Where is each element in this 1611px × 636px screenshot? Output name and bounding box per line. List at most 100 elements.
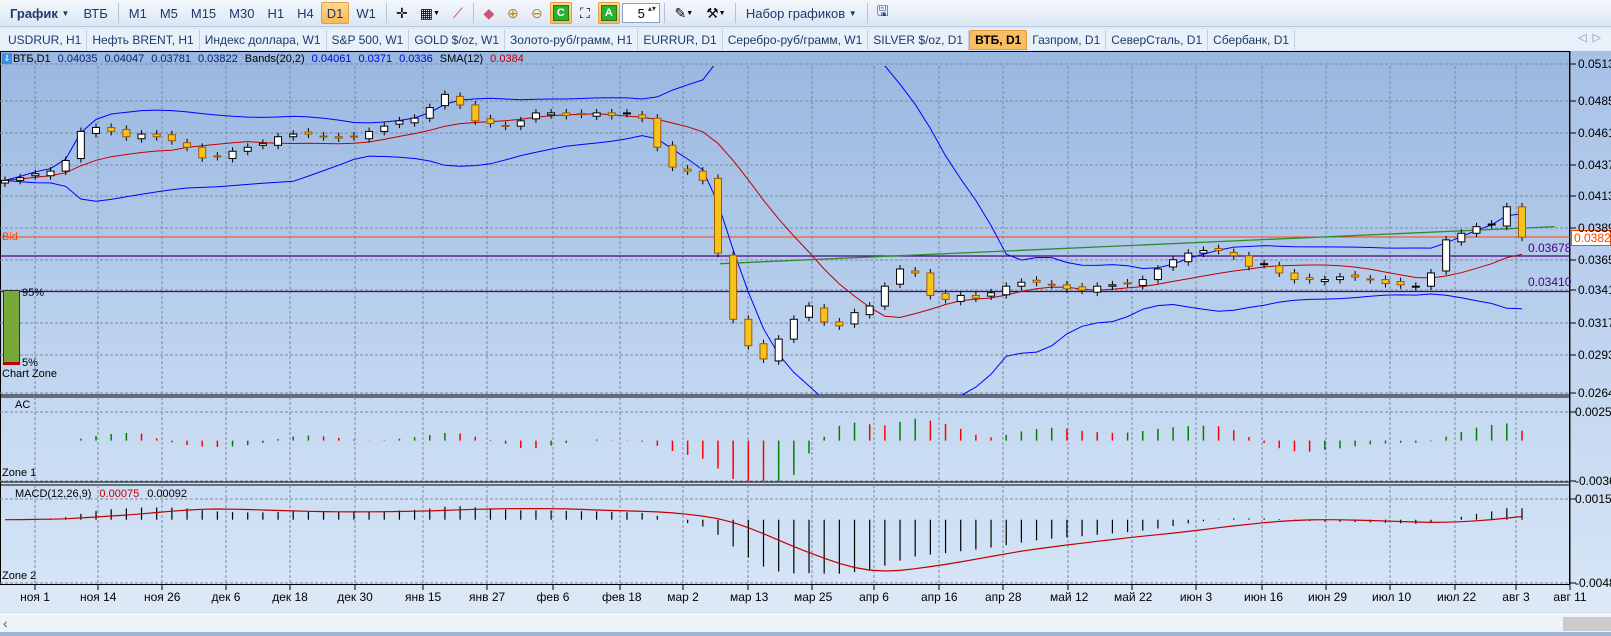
candle bbox=[1017, 281, 1026, 287]
timeframe-m5[interactable]: M5 bbox=[159, 5, 178, 21]
candle bbox=[16, 177, 25, 181]
spinner-input[interactable]: 5 bbox=[621, 3, 660, 23]
indicators-icon[interactable]: ⟋ bbox=[452, 4, 463, 21]
price-tick-label: 0.0461 bbox=[1578, 126, 1611, 140]
timeframe-m1[interactable]: M1 bbox=[128, 5, 147, 21]
zoom-out-icon[interactable]: ⊖ bbox=[530, 4, 543, 21]
timeframe-h1[interactable]: H1 bbox=[267, 5, 285, 21]
timeframe-m15[interactable]: M15 bbox=[190, 5, 217, 21]
timeframe-d1[interactable]: D1 bbox=[320, 2, 350, 24]
candle bbox=[789, 318, 798, 340]
candle bbox=[880, 285, 889, 307]
chart-type-icon[interactable]: ▦ ▼ bbox=[419, 4, 440, 21]
candle bbox=[1502, 206, 1511, 227]
candle bbox=[638, 114, 647, 119]
sma-line bbox=[4, 113, 1523, 319]
zoom-in-icon[interactable]: ⊕ bbox=[506, 4, 519, 21]
candle bbox=[1381, 279, 1390, 285]
timeframe-w1[interactable]: W1 bbox=[356, 5, 376, 21]
chart-tabs: USDRUR, H1 Нефть BRENT, H1 Индекс доллара,… bbox=[0, 29, 1611, 50]
header-symbol: ВТБ,D1 bbox=[13, 52, 51, 65]
candle bbox=[213, 155, 222, 158]
timeframe-m30[interactable]: M30 bbox=[229, 5, 255, 21]
chart-sets-button[interactable]: Набор графиков ▼ bbox=[740, 2, 863, 24]
chart-tab[interactable]: Золото-руб/грамм, H1 bbox=[505, 29, 639, 50]
scroll-left-icon[interactable]: ‹ bbox=[3, 615, 8, 631]
price-tick-label: 0.0317 bbox=[1578, 316, 1611, 330]
chart-area[interactable] bbox=[0, 51, 1570, 585]
chart-tab[interactable]: Серебро-руб/грамм, W1 bbox=[723, 29, 869, 50]
candle bbox=[1442, 239, 1451, 272]
tools-icon[interactable]: ⚒ ▼ bbox=[706, 4, 726, 21]
candle bbox=[349, 135, 358, 138]
price-axis[interactable] bbox=[1571, 51, 1611, 585]
bollinger-upper bbox=[4, 66, 1523, 270]
price-tick-label: 0.0341 bbox=[1578, 283, 1611, 297]
candle bbox=[61, 160, 70, 172]
crosshair-icon[interactable]: ✛ bbox=[395, 4, 408, 21]
ac-title: AC bbox=[15, 399, 31, 411]
candle bbox=[365, 130, 374, 140]
candle bbox=[31, 173, 40, 177]
chart-tab[interactable]: GOLD $/oz, W1 bbox=[409, 29, 506, 50]
chart-tab[interactable]: Нефть BRENT, H1 bbox=[87, 29, 200, 50]
candle bbox=[971, 294, 980, 299]
candle bbox=[1396, 281, 1405, 286]
date-tick-label: июн 16 bbox=[1244, 590, 1284, 604]
date-tick-label: май 12 bbox=[1050, 590, 1089, 604]
candle bbox=[1335, 276, 1344, 281]
chart-tab[interactable]: СеверСталь, D1 bbox=[1106, 29, 1209, 50]
candle bbox=[592, 112, 601, 117]
candle bbox=[1047, 283, 1056, 286]
date-axis bbox=[0, 585, 1611, 613]
price-tick-label: 0.0513 bbox=[1578, 57, 1611, 71]
chart-tab[interactable]: Индекс доллара, W1 bbox=[200, 29, 327, 50]
chart-tab[interactable]: Газпром, D1 bbox=[1027, 29, 1107, 50]
chart-menu-label: График bbox=[10, 5, 58, 21]
price-tick-label: 0.0264 bbox=[1578, 386, 1611, 400]
date-tick-label: фев 6 bbox=[536, 590, 570, 604]
candle bbox=[1472, 226, 1481, 234]
eraser-icon[interactable]: ◆ bbox=[483, 4, 495, 21]
date-tick-label: авг 3 bbox=[1502, 590, 1530, 604]
chart-tab[interactable]: EURRUR, D1 bbox=[638, 29, 723, 50]
save-icon[interactable]: 🖫 bbox=[876, 3, 889, 19]
template-icon[interactable]: ✎ ▼ bbox=[674, 4, 694, 21]
symbol-button[interactable]: ВТБ bbox=[83, 5, 108, 21]
candle bbox=[1123, 282, 1132, 285]
chart-tab[interactable]: USDRUR, H1 bbox=[3, 29, 88, 50]
candle bbox=[122, 128, 131, 138]
timeframe-h4[interactable]: H4 bbox=[297, 5, 314, 21]
tab-scroll-arrows[interactable]: ◁▷ bbox=[1578, 32, 1607, 44]
candle bbox=[304, 131, 313, 135]
frame-icon[interactable]: ⛶ bbox=[579, 4, 590, 21]
horizontal-scrollbar[interactable]: ‹ bbox=[0, 614, 1611, 632]
candle bbox=[1426, 272, 1435, 287]
level-label: 0.03678 bbox=[1528, 241, 1572, 255]
date-tick-label: мар 25 bbox=[794, 590, 833, 604]
candle bbox=[289, 133, 298, 138]
chart-tab[interactable]: SILVER $/oz, D1 bbox=[868, 29, 970, 50]
candle bbox=[183, 142, 192, 148]
price-tick-label: 0.0389 bbox=[1578, 221, 1611, 235]
bands-upper: 0.04061 bbox=[311, 52, 352, 65]
a-icon[interactable]: A bbox=[597, 2, 620, 24]
zone-top-label: 95% bbox=[22, 287, 45, 299]
chart-menu-button[interactable]: График ▼ bbox=[4, 2, 75, 24]
status-strip bbox=[0, 632, 1611, 636]
chart-tab[interactable]: Сбербанк, D1 bbox=[1208, 29, 1296, 50]
candle bbox=[1229, 251, 1238, 257]
date-tick-label: апр 28 bbox=[985, 590, 1022, 604]
candle bbox=[1275, 265, 1284, 274]
c-icon[interactable]: C bbox=[549, 2, 572, 24]
sma-label: SMA(12) bbox=[439, 52, 484, 65]
scroll-thumb[interactable] bbox=[1563, 617, 1611, 631]
chart-tab[interactable]: S&P 500, W1 bbox=[327, 29, 410, 50]
candle bbox=[911, 270, 920, 274]
zone-meter[interactable] bbox=[3, 290, 20, 365]
candle bbox=[1411, 285, 1420, 288]
chart-tab[interactable]: ВТБ, D1 bbox=[969, 29, 1028, 50]
indicator-tick-label: 0.00255 bbox=[1575, 405, 1611, 419]
candle bbox=[228, 150, 237, 160]
separator bbox=[117, 3, 119, 23]
